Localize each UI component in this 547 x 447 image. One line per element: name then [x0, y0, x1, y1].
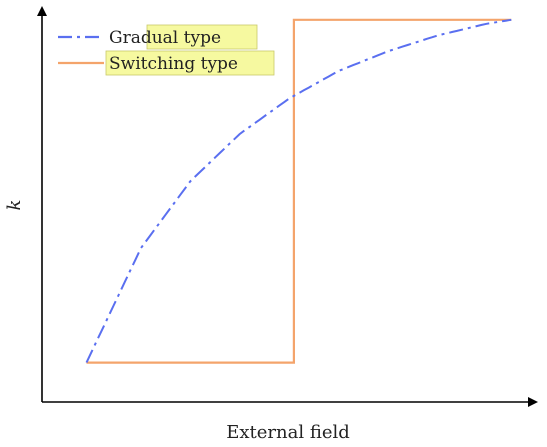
series-line-switching: [86, 18, 512, 364]
y-axis-label: k: [4, 200, 25, 211]
legend-label-gradual: Gradual type: [109, 28, 221, 48]
legend-label-switching: Switching type: [109, 54, 238, 74]
legend-highlight-gradual: [146, 24, 258, 50]
series-line-gradual: [85, 18, 512, 364]
series-layer: [85, 18, 512, 364]
legend-highlight-switching: [105, 50, 275, 76]
legend: Gradual type Switching type: [58, 24, 275, 76]
x-axis-label: External field: [226, 422, 350, 443]
